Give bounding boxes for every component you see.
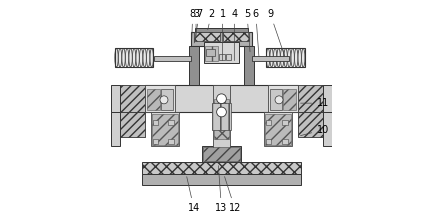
Circle shape	[160, 96, 168, 104]
Bar	[202, 146, 241, 162]
Bar	[194, 32, 221, 41]
Bar	[282, 120, 288, 125]
Bar	[190, 32, 253, 46]
Bar	[111, 112, 120, 146]
Bar	[145, 85, 175, 112]
Bar	[298, 112, 323, 138]
Ellipse shape	[118, 48, 122, 67]
Circle shape	[217, 107, 226, 117]
Bar	[266, 139, 271, 144]
Bar	[284, 89, 295, 110]
Ellipse shape	[302, 48, 305, 67]
Bar	[152, 114, 179, 145]
Text: 12: 12	[225, 177, 241, 213]
Bar	[145, 85, 298, 112]
Bar	[142, 174, 301, 185]
Text: 3: 3	[193, 9, 199, 36]
Ellipse shape	[125, 48, 129, 67]
Bar	[195, 28, 248, 32]
Bar	[161, 89, 173, 110]
Bar	[115, 48, 153, 67]
Text: 13: 13	[215, 166, 228, 213]
Ellipse shape	[291, 48, 294, 67]
Bar	[153, 120, 159, 125]
Ellipse shape	[273, 48, 277, 67]
Bar	[323, 112, 332, 146]
Bar	[168, 120, 174, 125]
Text: 5: 5	[244, 9, 250, 52]
Ellipse shape	[140, 48, 143, 67]
Ellipse shape	[122, 48, 125, 67]
Bar	[203, 147, 240, 161]
Bar	[266, 48, 305, 67]
Bar	[222, 32, 249, 41]
Bar	[205, 46, 218, 61]
Bar	[298, 85, 323, 112]
Ellipse shape	[295, 48, 298, 67]
Bar	[120, 85, 145, 112]
Bar	[120, 112, 145, 138]
Bar	[142, 162, 301, 174]
Text: 14: 14	[187, 177, 200, 213]
Bar	[206, 49, 215, 56]
Bar	[264, 112, 292, 146]
Text: 1: 1	[220, 9, 225, 60]
Bar	[323, 85, 332, 112]
Bar	[153, 139, 159, 144]
Bar	[111, 85, 120, 112]
Ellipse shape	[115, 48, 118, 67]
Ellipse shape	[143, 48, 146, 67]
Text: 9: 9	[267, 9, 285, 56]
Bar	[212, 103, 231, 130]
Text: 6: 6	[253, 9, 259, 56]
Text: 2: 2	[208, 9, 215, 30]
Bar	[264, 114, 291, 145]
Ellipse shape	[284, 48, 288, 67]
Text: 10: 10	[300, 125, 330, 136]
Bar	[168, 139, 174, 144]
Bar	[268, 85, 298, 112]
Ellipse shape	[280, 48, 284, 67]
Ellipse shape	[298, 48, 301, 67]
Bar	[213, 85, 230, 156]
Text: 4: 4	[231, 9, 237, 60]
Bar	[151, 112, 179, 146]
Bar	[226, 54, 231, 60]
Text: 11: 11	[301, 98, 330, 108]
Ellipse shape	[150, 48, 153, 67]
Ellipse shape	[136, 48, 139, 67]
Ellipse shape	[270, 48, 273, 67]
Text: 8: 8	[190, 9, 196, 39]
Bar	[266, 120, 271, 125]
Ellipse shape	[132, 48, 136, 67]
Circle shape	[275, 96, 283, 104]
Bar	[253, 56, 289, 61]
Bar	[148, 89, 159, 110]
Circle shape	[217, 94, 226, 103]
Bar	[219, 54, 225, 60]
Bar	[154, 56, 190, 61]
Bar	[204, 42, 239, 63]
Ellipse shape	[266, 48, 270, 67]
Bar	[214, 99, 229, 139]
Ellipse shape	[288, 48, 291, 67]
Bar	[190, 46, 199, 85]
Bar	[282, 139, 288, 144]
Text: 7: 7	[194, 9, 202, 43]
Ellipse shape	[129, 48, 132, 67]
Bar	[244, 46, 253, 85]
Ellipse shape	[147, 48, 150, 67]
Bar	[270, 89, 282, 110]
Ellipse shape	[277, 48, 280, 67]
